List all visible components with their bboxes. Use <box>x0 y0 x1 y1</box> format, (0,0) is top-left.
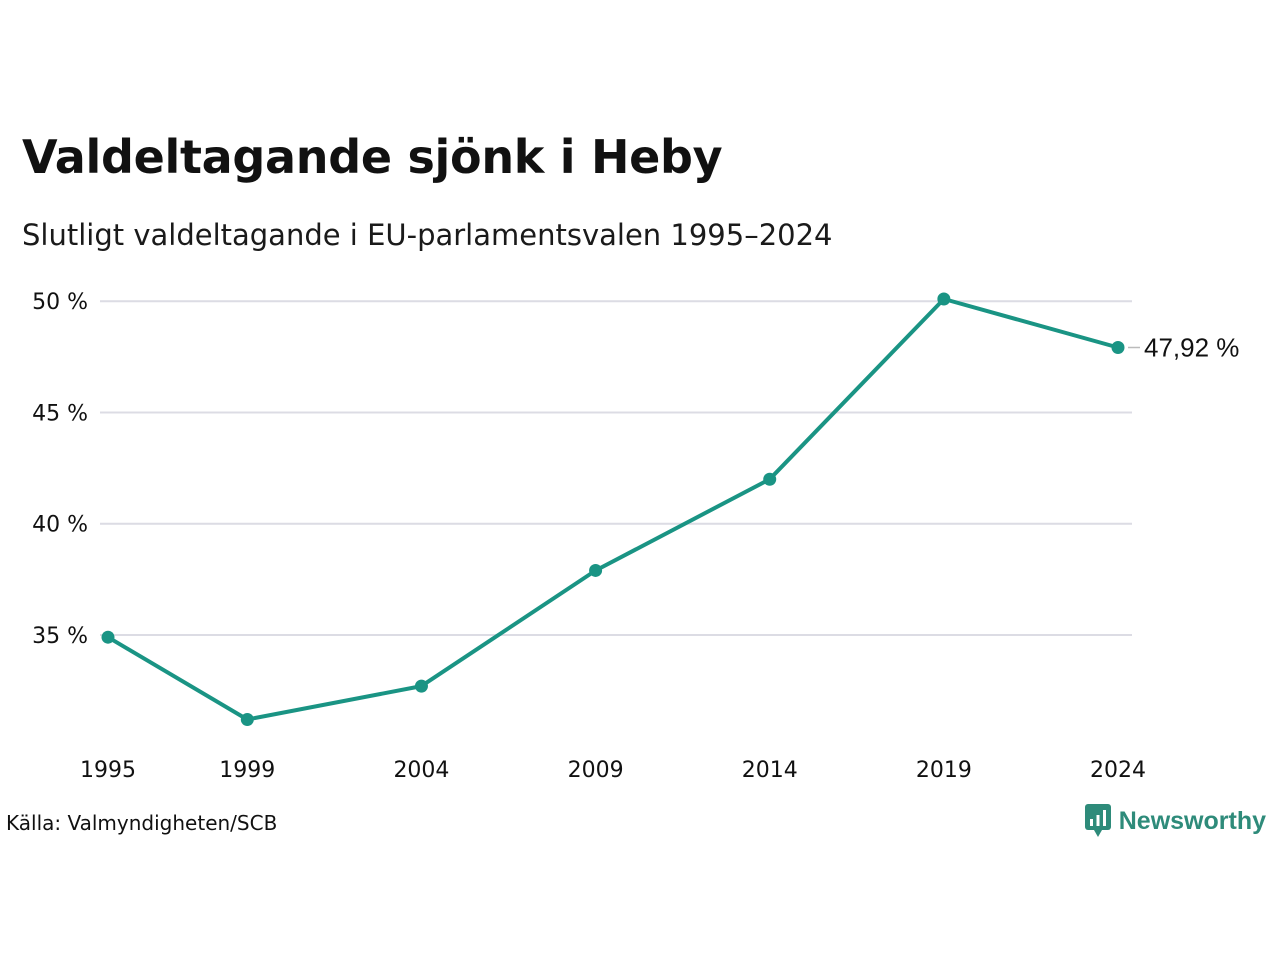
chart-subtitle: Slutligt valdeltagande i EU-parlamentsva… <box>22 218 833 252</box>
x-tick-label: 2019 <box>916 758 972 783</box>
series-layer <box>101 292 1125 727</box>
x-tick-label: 2024 <box>1090 758 1146 783</box>
data-point <box>589 563 603 577</box>
x-tick-label: 2009 <box>568 758 624 783</box>
data-point <box>414 679 428 693</box>
source-note: Källa: Valmyndigheten/SCB <box>6 811 278 835</box>
brand: Newsworthy <box>1084 804 1266 838</box>
brand-name: Newsworthy <box>1118 806 1266 835</box>
y-tick-label: 40 % <box>32 513 88 538</box>
y-tick-label: 35 % <box>32 624 88 649</box>
x-tick-label: 2014 <box>742 758 798 783</box>
y-tick-label: 50 % <box>32 290 88 315</box>
newsworthy-logo-icon <box>1084 804 1111 837</box>
x-tick-label: 1999 <box>219 758 275 783</box>
y-tick-label: 45 % <box>32 401 88 426</box>
y-axis-ticks: 35 % 40 % 45 % 50 % <box>32 290 88 649</box>
x-tick-label: 1995 <box>80 758 136 783</box>
x-axis-ticks: 1995 1999 2004 2009 2014 2019 2024 <box>80 758 1146 783</box>
data-point <box>937 292 951 306</box>
data-point <box>1111 341 1125 355</box>
annotations: 47,92 % <box>1128 333 1239 363</box>
gridlines <box>100 300 1132 636</box>
end-value-label: 47,92 % <box>1144 333 1239 363</box>
data-point <box>763 472 777 486</box>
data-point <box>101 630 115 644</box>
series-line <box>106 297 1120 722</box>
chart-title: Valdeltagande sjönk i Heby <box>22 130 723 184</box>
data-point <box>240 713 254 727</box>
x-tick-label: 2004 <box>393 758 449 783</box>
